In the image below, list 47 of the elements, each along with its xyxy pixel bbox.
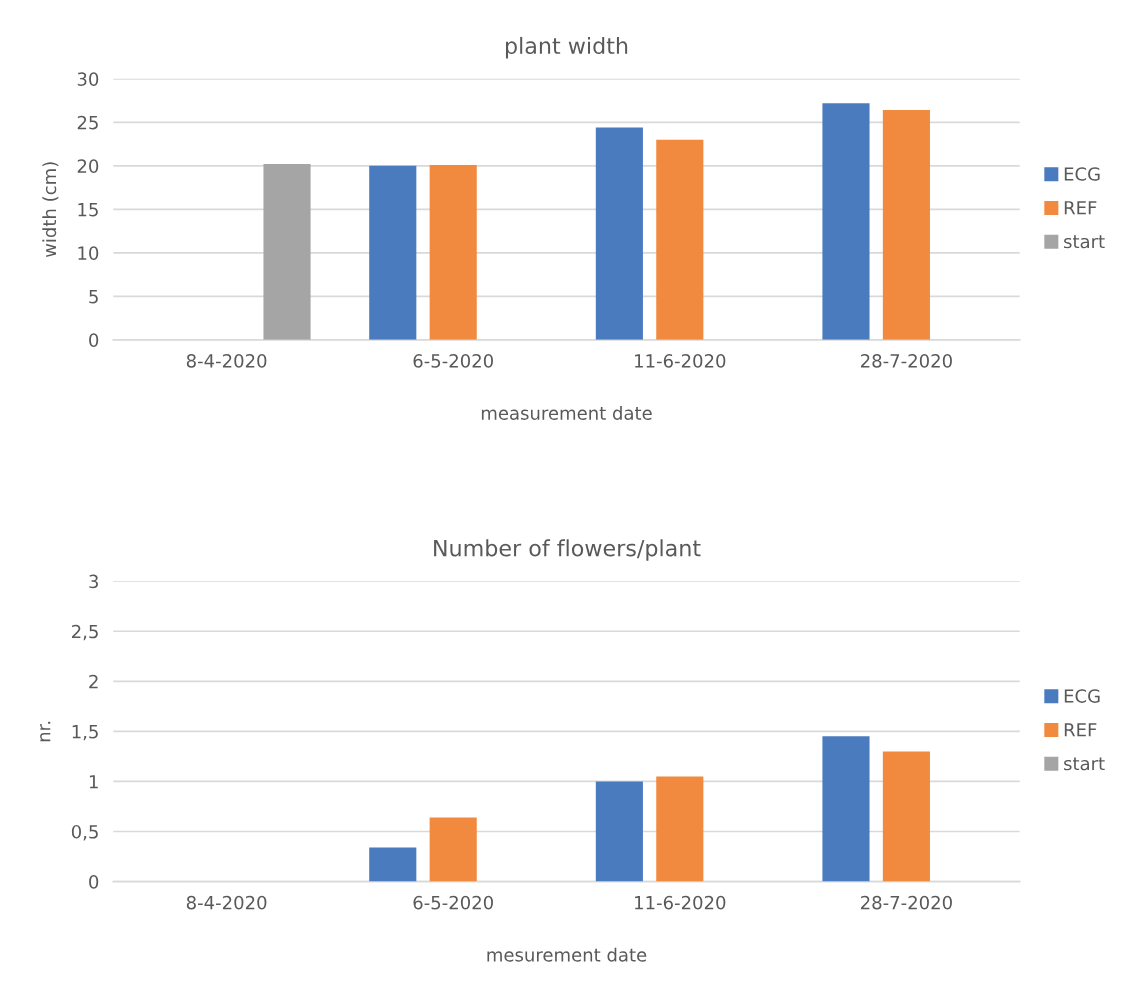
y-axis-title: width (cm) bbox=[42, 162, 59, 258]
legend-label: REF bbox=[1064, 723, 1097, 737]
legend-label: ECG bbox=[1064, 689, 1100, 703]
bar bbox=[656, 139, 704, 340]
x-tick-label: 8-4-2020 bbox=[186, 354, 267, 368]
bar bbox=[882, 751, 930, 882]
y-tick-label: 3 bbox=[89, 574, 98, 589]
bar bbox=[429, 817, 477, 882]
y-tick-label: 5 bbox=[89, 290, 98, 304]
legend-label: start bbox=[1064, 757, 1105, 771]
bar bbox=[369, 847, 417, 882]
chart-title: Number of flowers/plant bbox=[434, 539, 701, 561]
bar bbox=[595, 781, 643, 882]
y-tick-label: 30 bbox=[77, 72, 99, 86]
bar bbox=[656, 776, 704, 882]
y-tick-label: 25 bbox=[77, 115, 98, 130]
y-tick-label: 2,5 bbox=[72, 624, 98, 641]
x-axis-title: mesurement date bbox=[487, 947, 647, 962]
x-axis-title: measurement date bbox=[481, 405, 652, 420]
x-tick-label: 8-4-2020 bbox=[186, 895, 267, 910]
y-tick-label: 2 bbox=[89, 674, 98, 689]
y-tick-label: 15 bbox=[78, 203, 98, 217]
bar bbox=[595, 127, 643, 340]
x-tick-label: 6-5-2020 bbox=[413, 895, 493, 910]
y-tick-label: 0 bbox=[89, 333, 99, 347]
bar bbox=[369, 165, 417, 340]
chart-title: plant width bbox=[506, 36, 628, 59]
x-tick-label: 11-6-2020 bbox=[635, 895, 726, 910]
x-tick-label: 28-7-2020 bbox=[861, 895, 952, 910]
legend-label: start bbox=[1064, 235, 1105, 249]
x-tick-label: 28-7-2020 bbox=[861, 354, 952, 368]
y-tick-label: 0 bbox=[89, 875, 99, 889]
y-tick-label: 1 bbox=[89, 775, 98, 789]
bar bbox=[822, 103, 870, 340]
y-tick-label: 0,5 bbox=[71, 824, 98, 841]
legend-label: REF bbox=[1064, 201, 1097, 215]
legend-label: ECG bbox=[1064, 167, 1100, 181]
y-tick-label: 1,5 bbox=[72, 725, 98, 741]
y-axis-title: nr. bbox=[40, 721, 51, 742]
bar bbox=[263, 164, 311, 340]
y-tick-label: 10 bbox=[78, 246, 99, 260]
bar bbox=[822, 736, 870, 882]
y-tick-label: 20 bbox=[77, 159, 99, 173]
bar bbox=[429, 164, 477, 340]
x-tick-label: 11-6-2020 bbox=[635, 354, 726, 368]
x-tick-label: 6-5-2020 bbox=[413, 354, 493, 368]
bar bbox=[882, 110, 930, 340]
